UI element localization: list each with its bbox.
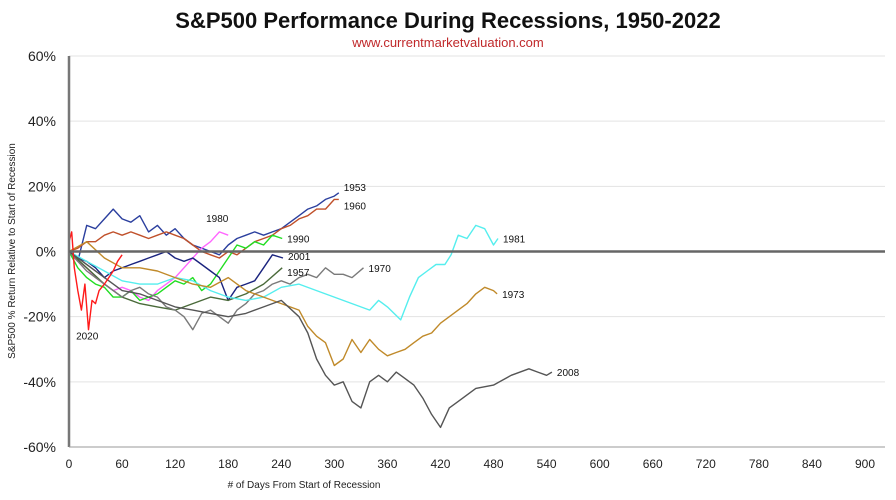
x-tick-label: 0: [66, 457, 73, 471]
y-tick-label: 20%: [28, 178, 56, 194]
series-line-1970: [68, 251, 364, 331]
axes: -60% -40% -20% 0% 20% 40% 60% 0 60 120 180 240 300 36…: [23, 48, 885, 471]
y-tick-label: -20%: [23, 309, 56, 325]
series-label-1970: 1970: [369, 264, 392, 275]
y-tick-label: 60%: [28, 48, 56, 64]
x-tick-label: 600: [590, 457, 610, 471]
x-tick-label: 540: [537, 457, 557, 471]
series-label-1981: 1981: [503, 234, 526, 245]
chart-title: S&P500 Performance During Recessions, 19…: [175, 8, 721, 33]
series-label-1957: 1957: [287, 268, 310, 279]
series-line-1990: [68, 234, 283, 302]
series-label-1990: 1990: [287, 234, 310, 245]
x-tick-label: 360: [377, 457, 397, 471]
x-tick-label: 240: [271, 457, 291, 471]
series-label-2020: 2020: [76, 331, 99, 342]
x-tick-label: 420: [430, 457, 450, 471]
series-label-2001: 2001: [288, 252, 311, 263]
series-line-1973: [68, 241, 498, 367]
x-tick-label: 60: [115, 457, 129, 471]
x-tick-label: 180: [218, 457, 238, 471]
series-line-1960: [68, 198, 339, 259]
series-label-1973: 1973: [502, 290, 525, 301]
y-tick-label: 0%: [36, 244, 56, 260]
y-tick-label: -60%: [23, 439, 56, 455]
x-tick-label: 660: [643, 457, 663, 471]
chart-subtitle: www.currentmarketvaluation.com: [352, 35, 544, 50]
x-axis-label: # of Days From Start of Recession: [228, 480, 381, 491]
series-label-1980: 1980: [206, 214, 229, 225]
x-tick-label: 120: [165, 457, 185, 471]
x-tick-label: 480: [484, 457, 504, 471]
x-tick-label: 300: [324, 457, 344, 471]
x-tick-label: 720: [696, 457, 716, 471]
series-label-1960: 1960: [344, 201, 367, 212]
y-axis-label: S&P500 % Return Relative to Start of Rec…: [7, 143, 18, 359]
y-tick-label: 40%: [28, 113, 56, 129]
series-label-2008: 2008: [557, 368, 580, 379]
x-tick-label: 840: [802, 457, 822, 471]
series-group: 1953 1960 1980 1990 2001 1957 1970 1981 1973 2008…: [68, 183, 580, 429]
x-tick-label: 780: [749, 457, 769, 471]
series-labels: 1953 1960 1980 1990 2001 1957 1970 1981 1973 2008…: [76, 183, 580, 379]
x-tick-label: 900: [855, 457, 875, 471]
series-label-1953: 1953: [344, 183, 367, 194]
series-line-2008: [68, 250, 553, 429]
y-tick-label: -40%: [23, 374, 56, 390]
series-line-2020: [68, 231, 123, 331]
series-line-1953: [68, 192, 340, 262]
series-line-1981: [68, 224, 499, 321]
